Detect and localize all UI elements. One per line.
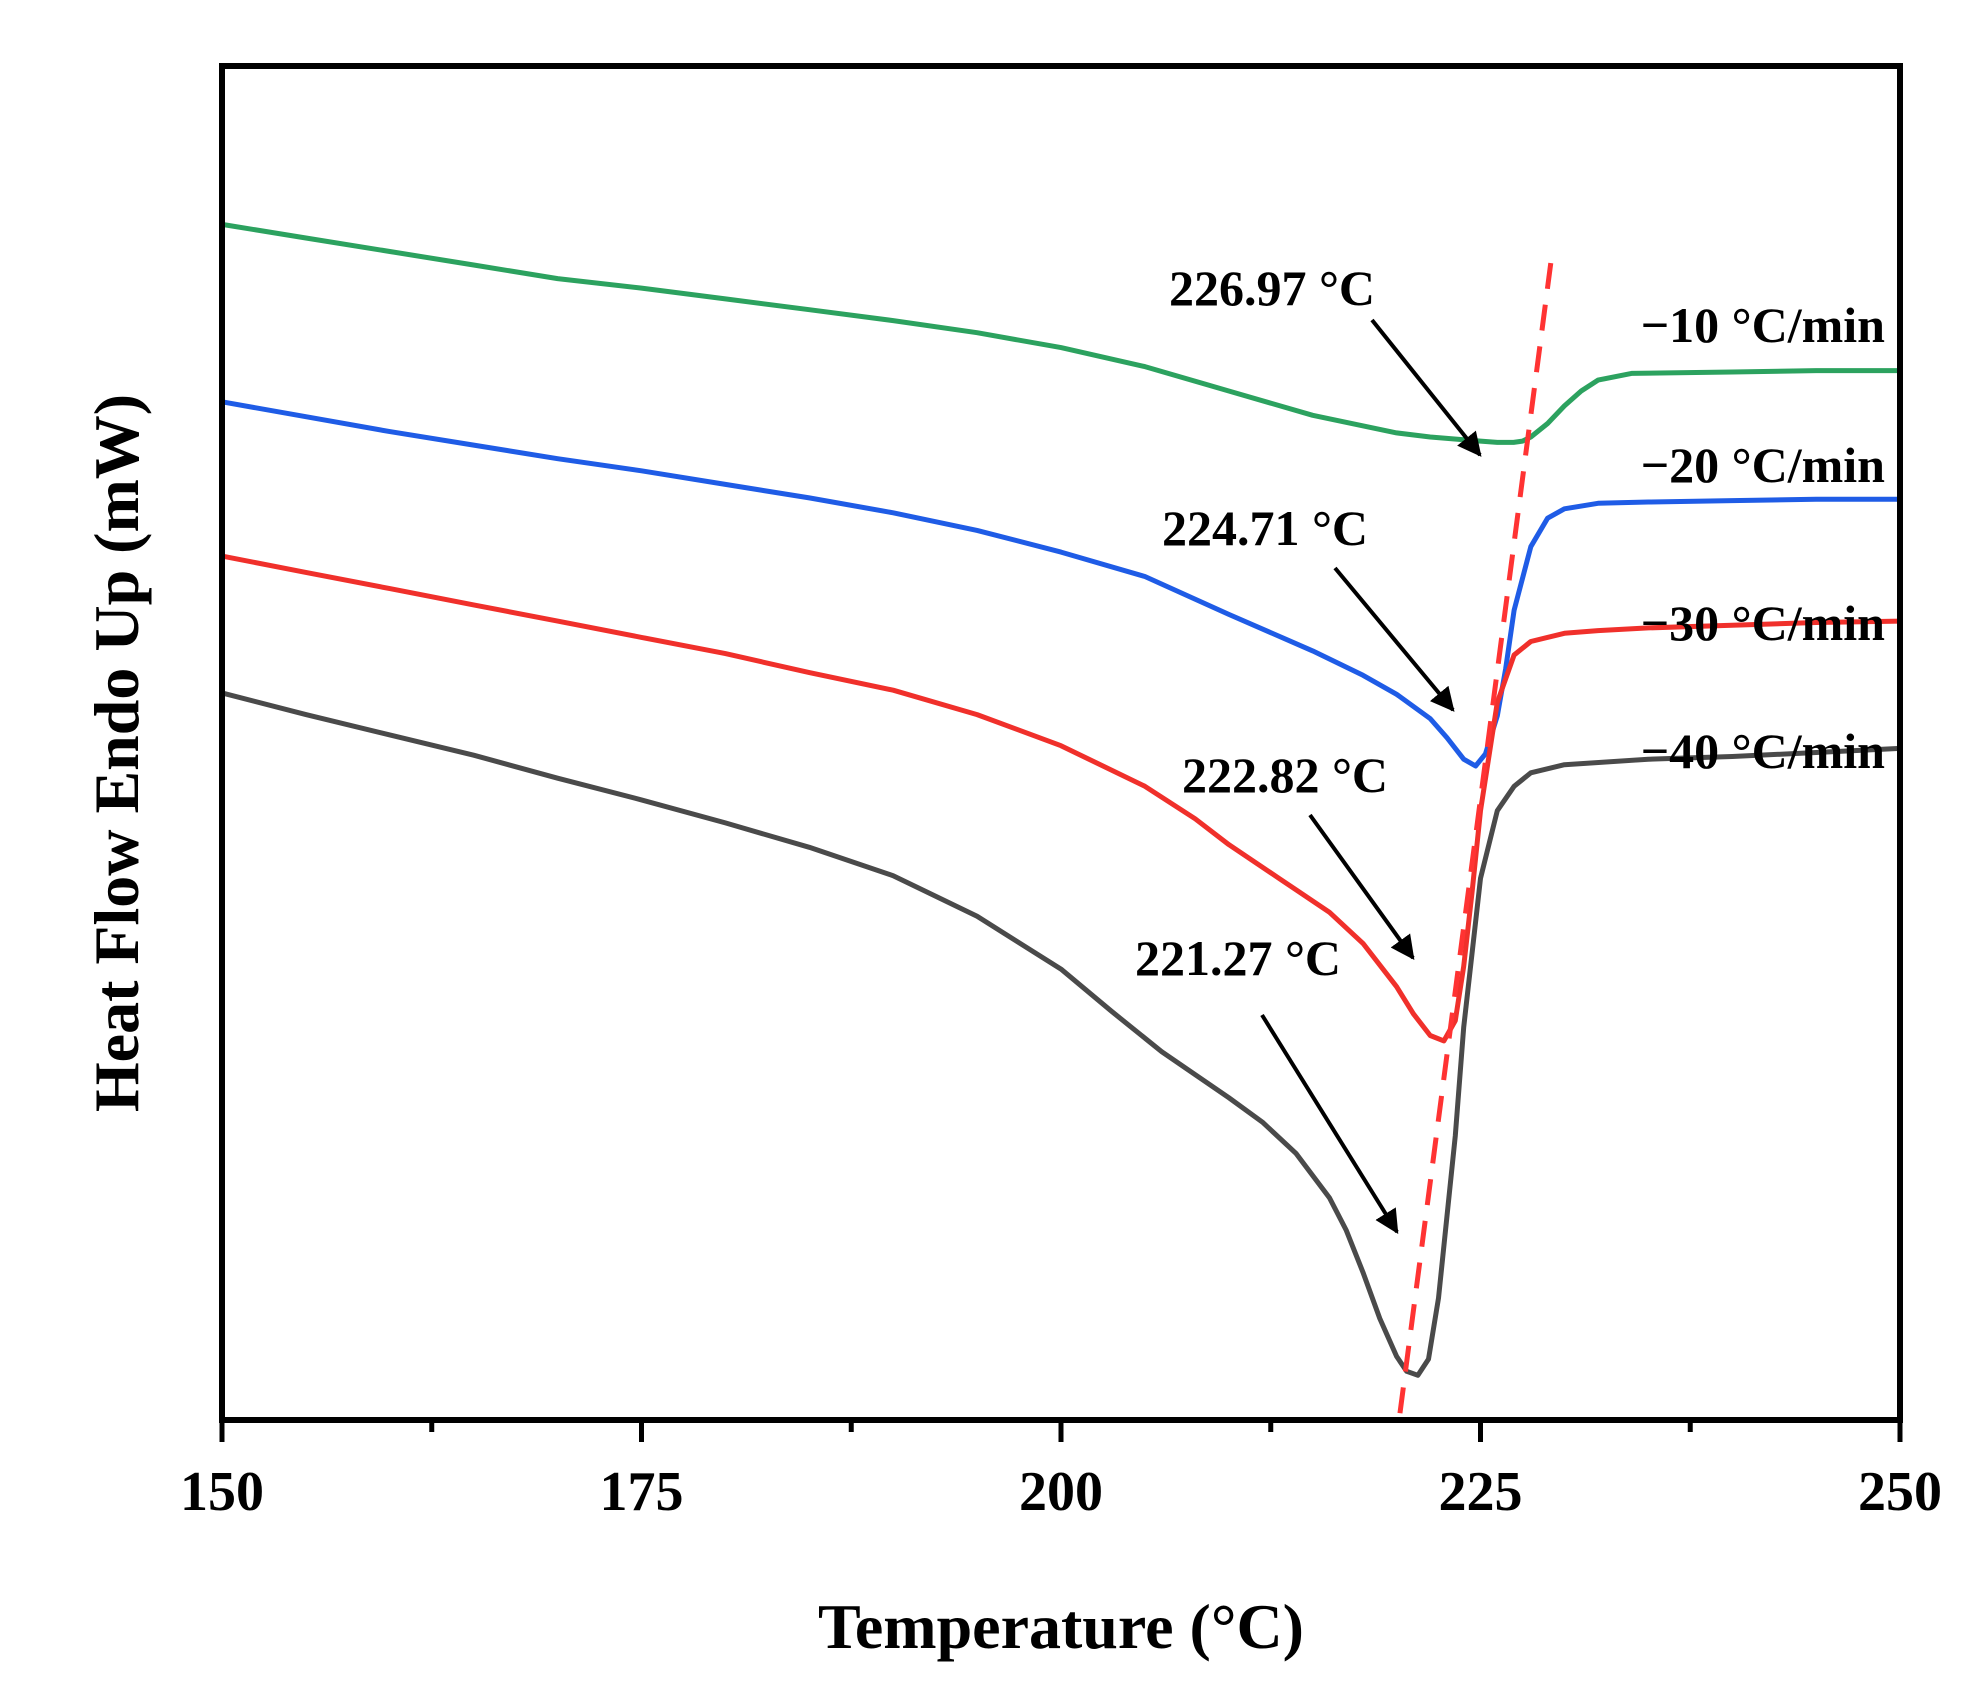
- legend-label-40-c-min: −40 °C/min: [1641, 723, 1886, 779]
- x-axis-ticks: 150 175 200 225 250: [180, 1420, 1942, 1523]
- annotation-layer: 226.97 °C 224.71 °C 222.82 °C 221.27 °C: [1135, 260, 1482, 1235]
- x-tick-label: 175: [600, 1461, 684, 1523]
- x-tick-label: 150: [180, 1461, 264, 1523]
- x-tick-label: 200: [1019, 1461, 1103, 1523]
- peak-label-4: 221.27 °C: [1135, 930, 1341, 986]
- y-axis-title: Heat Flow Endo Up (mW): [81, 394, 152, 1112]
- series-line-20-c-min: [221, 399, 1900, 769]
- peak-label-1: 226.97 °C: [1169, 260, 1375, 316]
- series-line-10-c-min: [221, 221, 1900, 445]
- peak-arrow-1: [1370, 318, 1482, 457]
- series-line-40-c-min: [221, 690, 1901, 1378]
- series-line-30-c-min: [221, 553, 1901, 1044]
- x-axis-title: Temperature (°C): [818, 1591, 1304, 1662]
- peak-arrow-3: [1308, 813, 1415, 960]
- legend-label-30-c-min: −30 °C/min: [1641, 595, 1886, 651]
- legend-layer: −10 °C/min −20 °C/min −30 °C/min −40 °C/min: [1641, 297, 1886, 779]
- x-tick-label: 225: [1439, 1461, 1523, 1523]
- peak-trend-line: [1397, 248, 1556, 1414]
- peak-arrow-2: [1333, 566, 1455, 712]
- legend-label-20-c-min: −20 °C/min: [1641, 437, 1886, 493]
- peak-label-3: 222.82 °C: [1182, 747, 1388, 803]
- legend-label-10-c-min: −10 °C/min: [1641, 297, 1886, 353]
- x-tick-label: 250: [1858, 1461, 1942, 1523]
- trend-layer: [1397, 248, 1556, 1414]
- peak-arrow-4: [1260, 1013, 1399, 1235]
- series-layer: [221, 221, 1901, 1378]
- peak-label-2: 224.71 °C: [1162, 500, 1368, 556]
